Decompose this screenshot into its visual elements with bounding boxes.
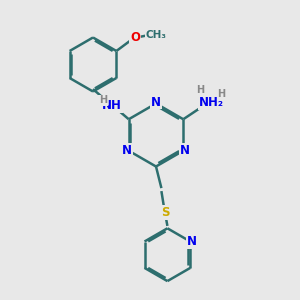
Text: NH₂: NH₂	[199, 96, 224, 109]
Text: N: N	[151, 95, 161, 109]
Text: N: N	[187, 235, 197, 248]
Text: H: H	[99, 95, 107, 105]
Text: NH: NH	[102, 99, 122, 112]
Text: O: O	[130, 31, 140, 44]
Text: S: S	[161, 206, 169, 219]
Text: H: H	[196, 85, 204, 95]
Text: N: N	[122, 144, 132, 157]
Text: CH₃: CH₃	[146, 30, 167, 40]
Text: H: H	[217, 89, 225, 99]
Text: N: N	[180, 144, 190, 157]
